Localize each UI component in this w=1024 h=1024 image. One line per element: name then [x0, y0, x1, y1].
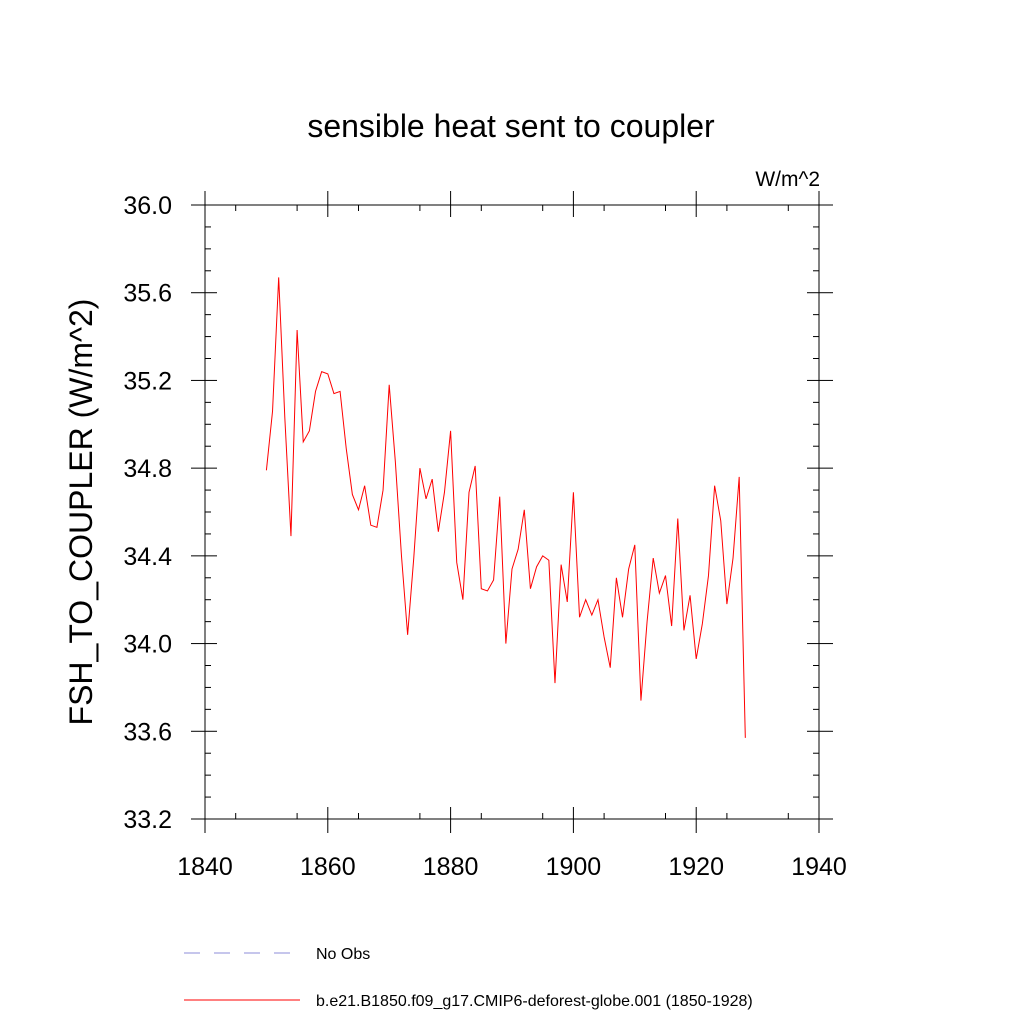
x-tick-label: 1940: [791, 853, 847, 881]
chart-title: sensible heat sent to coupler: [307, 108, 715, 144]
legend: No Obs b.e21.B1850.f09_g17.CMIP6-defores…: [184, 946, 753, 1010]
y-tick-label: 34.0: [123, 631, 172, 659]
y-tick-label: 34.4: [123, 543, 172, 571]
y-tick-label: 36.0: [123, 192, 172, 220]
series-group: [265, 277, 746, 738]
series-line: [265, 277, 746, 738]
x-tick-label: 1880: [423, 853, 479, 881]
tick-labels: 1840 1860 1880 1900 1920 1940 33.2 33.6 34.0 34.4…: [123, 192, 846, 881]
x-tick-label: 1840: [177, 853, 233, 881]
axis-ticks: [191, 191, 833, 833]
y-axis-label: FSH_TO_COUPLER (W/m^2): [63, 299, 99, 726]
y-tick-label: 35.2: [123, 367, 172, 395]
y-tick-label: 33.2: [123, 806, 172, 834]
y-tick-label: 34.8: [123, 455, 172, 483]
x-tick-label: 1860: [300, 853, 356, 881]
plot-frame: [204, 204, 820, 820]
y-tick-label: 35.6: [123, 280, 172, 308]
legend-label-no-obs: No Obs: [316, 946, 370, 963]
y-tick-label: 33.6: [123, 718, 172, 746]
x-tick-label: 1900: [546, 853, 602, 881]
legend-label-model: b.e21.B1850.f09_g17.CMIP6-deforest-globe…: [316, 993, 753, 1010]
units-label: W/m^2: [755, 168, 820, 191]
x-tick-label: 1920: [668, 853, 724, 881]
